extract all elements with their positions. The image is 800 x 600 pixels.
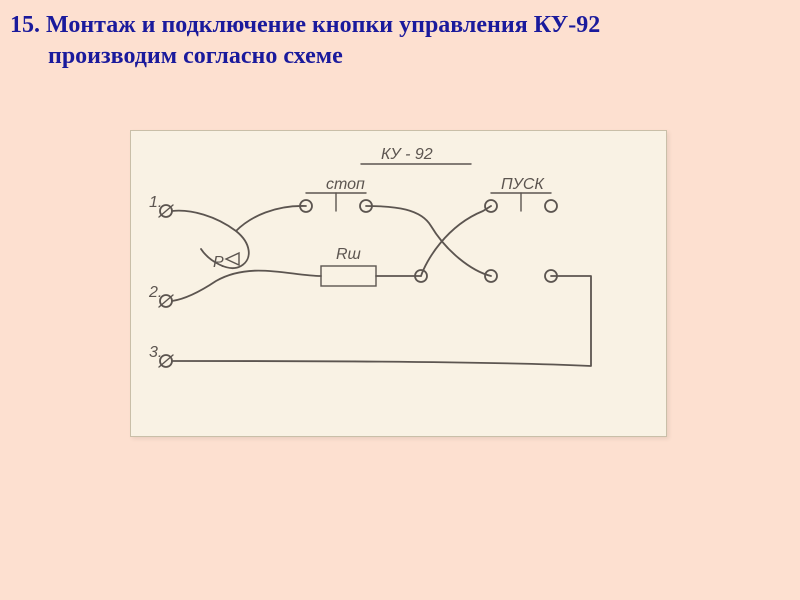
start-label: ПУСК <box>501 176 545 193</box>
wires <box>172 206 591 366</box>
stop-label: стоп <box>326 176 365 193</box>
title-line-1: 15. Монтаж и подключение кнопки управлен… <box>10 12 600 38</box>
schematic-diagram: КУ - 92 стоп ПУСК Rш Р. 1. 2. 3. <box>130 130 667 437</box>
resistor-label: Rш <box>336 246 361 263</box>
resistor-body <box>321 266 376 286</box>
device-label: КУ - 92 <box>381 146 433 163</box>
start-contact-right <box>545 200 557 212</box>
relay-symbol <box>226 253 239 265</box>
title-line-2: производим согласно схеме <box>10 41 780 72</box>
